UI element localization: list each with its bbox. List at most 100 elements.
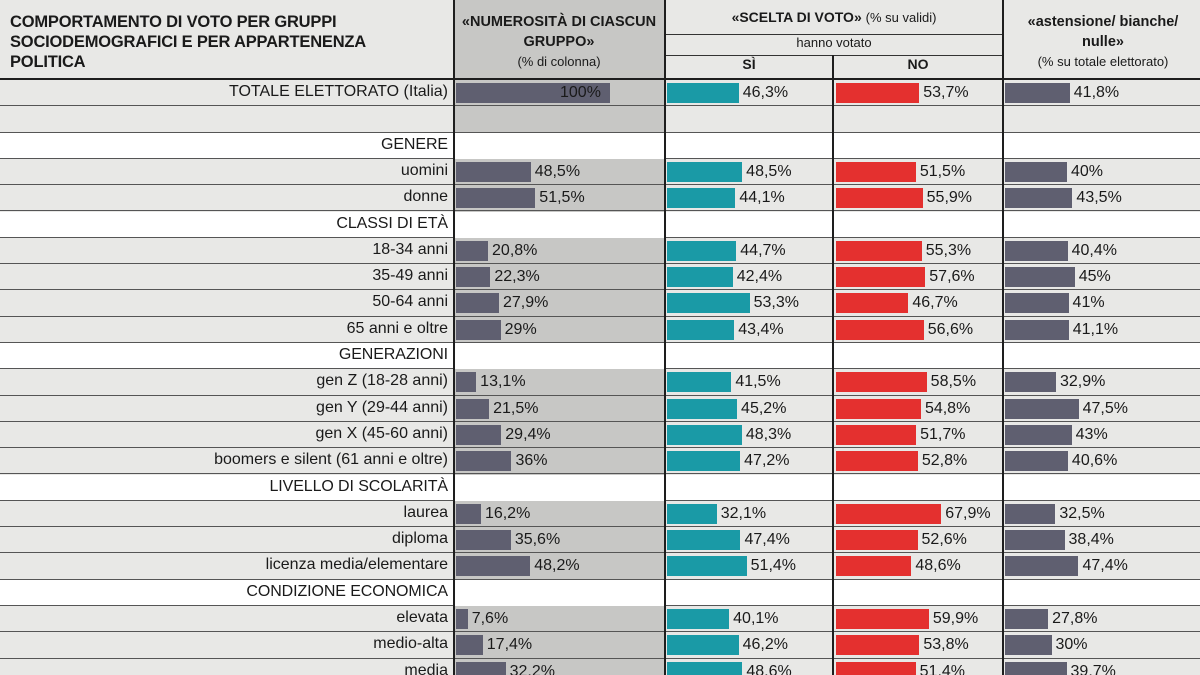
si-bar — [667, 424, 742, 445]
header-bottom-rule — [0, 78, 1200, 80]
no-bar — [836, 503, 942, 524]
si-value-label: 41,5% — [735, 373, 781, 391]
astensione-bar — [1005, 372, 1056, 393]
numerosita-value-label: 7,6% — [471, 610, 509, 627]
row-separator — [0, 394, 1200, 396]
astensione-value-label: 43% — [1075, 425, 1108, 443]
section-label: GENERAZIONI — [338, 346, 448, 363]
si-label: SÌ — [742, 56, 756, 72]
table-row: gen X (45-60 anni) 29,4% 48,3% 51,7% 43% — [0, 422, 1200, 449]
numerosita-header: «NUMEROSITÀ DI CIASCUN GRUPPO» (% di col… — [456, 12, 662, 71]
numerosita-value-label: 48,2% — [534, 557, 580, 575]
numerosita-value-label: 21,5% — [493, 399, 539, 417]
row-separator — [0, 552, 1200, 554]
no-bar — [836, 635, 920, 656]
si-value-label: 32,1% — [720, 504, 767, 522]
astensione-bar — [1005, 398, 1079, 419]
astensione-bar — [1005, 556, 1079, 577]
no-bar — [836, 609, 929, 629]
numerosita-bar — [456, 319, 501, 340]
no-value-label: 59,9% — [932, 610, 979, 627]
astensione-value-label: 30% — [1055, 636, 1088, 654]
numerosita-bar — [456, 188, 536, 209]
si-bar — [667, 503, 717, 524]
table-row: diploma 35,6% 47,4% 52,6% 38,4% — [0, 527, 1200, 554]
no-bar — [836, 661, 916, 675]
row-label: laurea — [403, 503, 448, 521]
astensione-value-label: 39,7% — [1070, 662, 1116, 675]
no-bar — [836, 530, 918, 551]
no-value-label: 56,6% — [927, 320, 974, 338]
subheader-divider-2 — [666, 55, 1002, 56]
si-bar — [667, 398, 738, 419]
row-label: elevata — [396, 609, 448, 626]
si-bar — [667, 609, 730, 629]
table-row: 35-49 anni 22,3% 42,4% 57,6% 45% — [0, 264, 1200, 291]
no-header: NO — [834, 55, 1002, 74]
no-bar — [836, 556, 912, 577]
row-label: diploma — [391, 530, 448, 548]
table-row: 65 anni e oltre 29% 43,4% 56,6% 41,1% — [0, 317, 1200, 343]
section-row: LIVELLO DI SCOLARITÀ — [0, 474, 1200, 501]
astensione-bar — [1005, 293, 1069, 314]
no-value-label: 55,3% — [925, 241, 972, 259]
astensione-title: «astensione/ bianche/ nulle» — [1027, 14, 1179, 50]
si-bar — [667, 83, 739, 103]
scelta-group-label: hanno votato — [796, 35, 872, 50]
row-separator — [0, 105, 1200, 107]
section-row: CLASSI DI ETÀ — [0, 211, 1200, 238]
row-separator — [0, 131, 1200, 133]
si-value-label: 53,3% — [753, 294, 799, 312]
astensione-value-label: 32,9% — [1059, 373, 1106, 391]
column-divider — [1002, 0, 1004, 675]
numerosita-bar — [456, 398, 490, 419]
astensione-bar — [1005, 240, 1068, 261]
astensione-value-label: 47,5% — [1082, 399, 1128, 417]
astensione-bar — [1005, 424, 1072, 445]
section-column-shade — [454, 132, 664, 159]
numerosita-title: «NUMEROSITÀ DI CIASCUN GRUPPO» — [461, 14, 657, 50]
astensione-bar — [1005, 661, 1067, 675]
si-bar — [667, 188, 736, 209]
row-label: boomers e silent (61 anni e oltre) — [214, 451, 448, 469]
no-value-label: 48,6% — [915, 557, 961, 575]
si-bar — [667, 451, 741, 472]
si-bar — [667, 661, 743, 675]
row-label: 35-49 anni — [372, 267, 448, 285]
no-value-label: 52,8% — [921, 452, 968, 470]
row-label: media — [404, 661, 448, 675]
section-label: CLASSI DI ETÀ — [336, 214, 448, 232]
si-value-label: 46,2% — [742, 636, 788, 654]
si-value-label: 44,1% — [739, 189, 785, 207]
row-label: donne — [403, 188, 449, 206]
section-label: LIVELLO DI SCOLARITÀ — [269, 477, 448, 495]
no-value-label: 51,7% — [920, 425, 966, 443]
astensione-value-label: 40% — [1071, 162, 1104, 180]
table-row: uomini 48,5% 48,5% 51,5% 40% — [0, 159, 1200, 186]
si-header: SÌ — [666, 55, 832, 74]
numerosita-value-label: 29% — [504, 320, 537, 338]
no-bar — [836, 83, 920, 103]
astensione-value-label: 41,8% — [1073, 84, 1120, 101]
scelta-header: «SCELTA DI VOTO» (% su validi) — [666, 8, 1002, 27]
numerosita-bar — [456, 83, 610, 103]
no-bar — [836, 267, 926, 288]
section-column-shade — [454, 211, 664, 238]
section-row: CONDIZIONE ECONOMICA — [0, 579, 1200, 606]
si-value-label: 40,1% — [733, 610, 779, 627]
scelta-title: «SCELTA DI VOTO» — [731, 9, 862, 25]
section-row: GENERE — [0, 132, 1200, 159]
si-bar — [667, 530, 741, 551]
astensione-bar — [1005, 188, 1073, 209]
numerosita-bar — [456, 372, 477, 393]
numerosita-bar — [456, 293, 499, 314]
no-value-label: 46,7% — [912, 294, 958, 312]
table-row: medio-alta 17,4% 46,2% 53,8% 30% — [0, 632, 1200, 659]
si-bar — [667, 161, 743, 182]
no-bar — [836, 240, 922, 261]
no-bar — [836, 372, 927, 393]
no-value-label: 57,6% — [929, 268, 975, 286]
si-bar — [667, 556, 747, 577]
row-separator — [0, 657, 1200, 659]
numerosita-value-label: 36% — [515, 452, 548, 470]
